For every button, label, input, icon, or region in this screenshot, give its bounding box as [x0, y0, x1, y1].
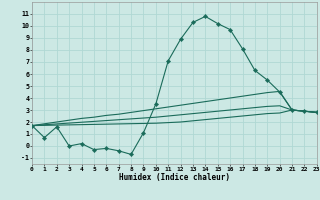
X-axis label: Humidex (Indice chaleur): Humidex (Indice chaleur): [119, 173, 230, 182]
